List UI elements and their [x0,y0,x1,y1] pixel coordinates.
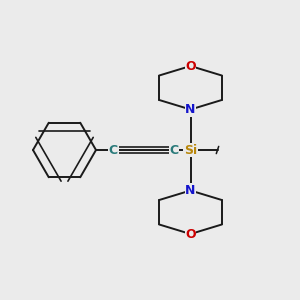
Text: C: C [109,143,118,157]
Text: N: N [185,103,196,116]
Text: O: O [185,227,196,241]
Text: Si: Si [184,143,197,157]
Text: O: O [185,59,196,73]
Text: N: N [185,184,196,197]
Text: C: C [169,143,178,157]
